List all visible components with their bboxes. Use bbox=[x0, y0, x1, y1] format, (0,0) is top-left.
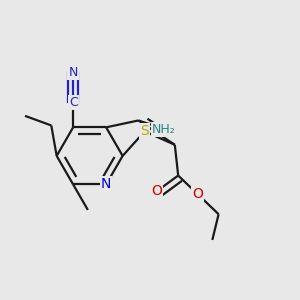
Text: S: S bbox=[140, 124, 149, 138]
Text: N: N bbox=[68, 66, 78, 80]
Text: C: C bbox=[69, 96, 77, 109]
Text: O: O bbox=[152, 184, 162, 198]
Text: O: O bbox=[192, 187, 203, 201]
Text: N: N bbox=[101, 177, 111, 191]
Text: NH₂: NH₂ bbox=[152, 123, 175, 136]
